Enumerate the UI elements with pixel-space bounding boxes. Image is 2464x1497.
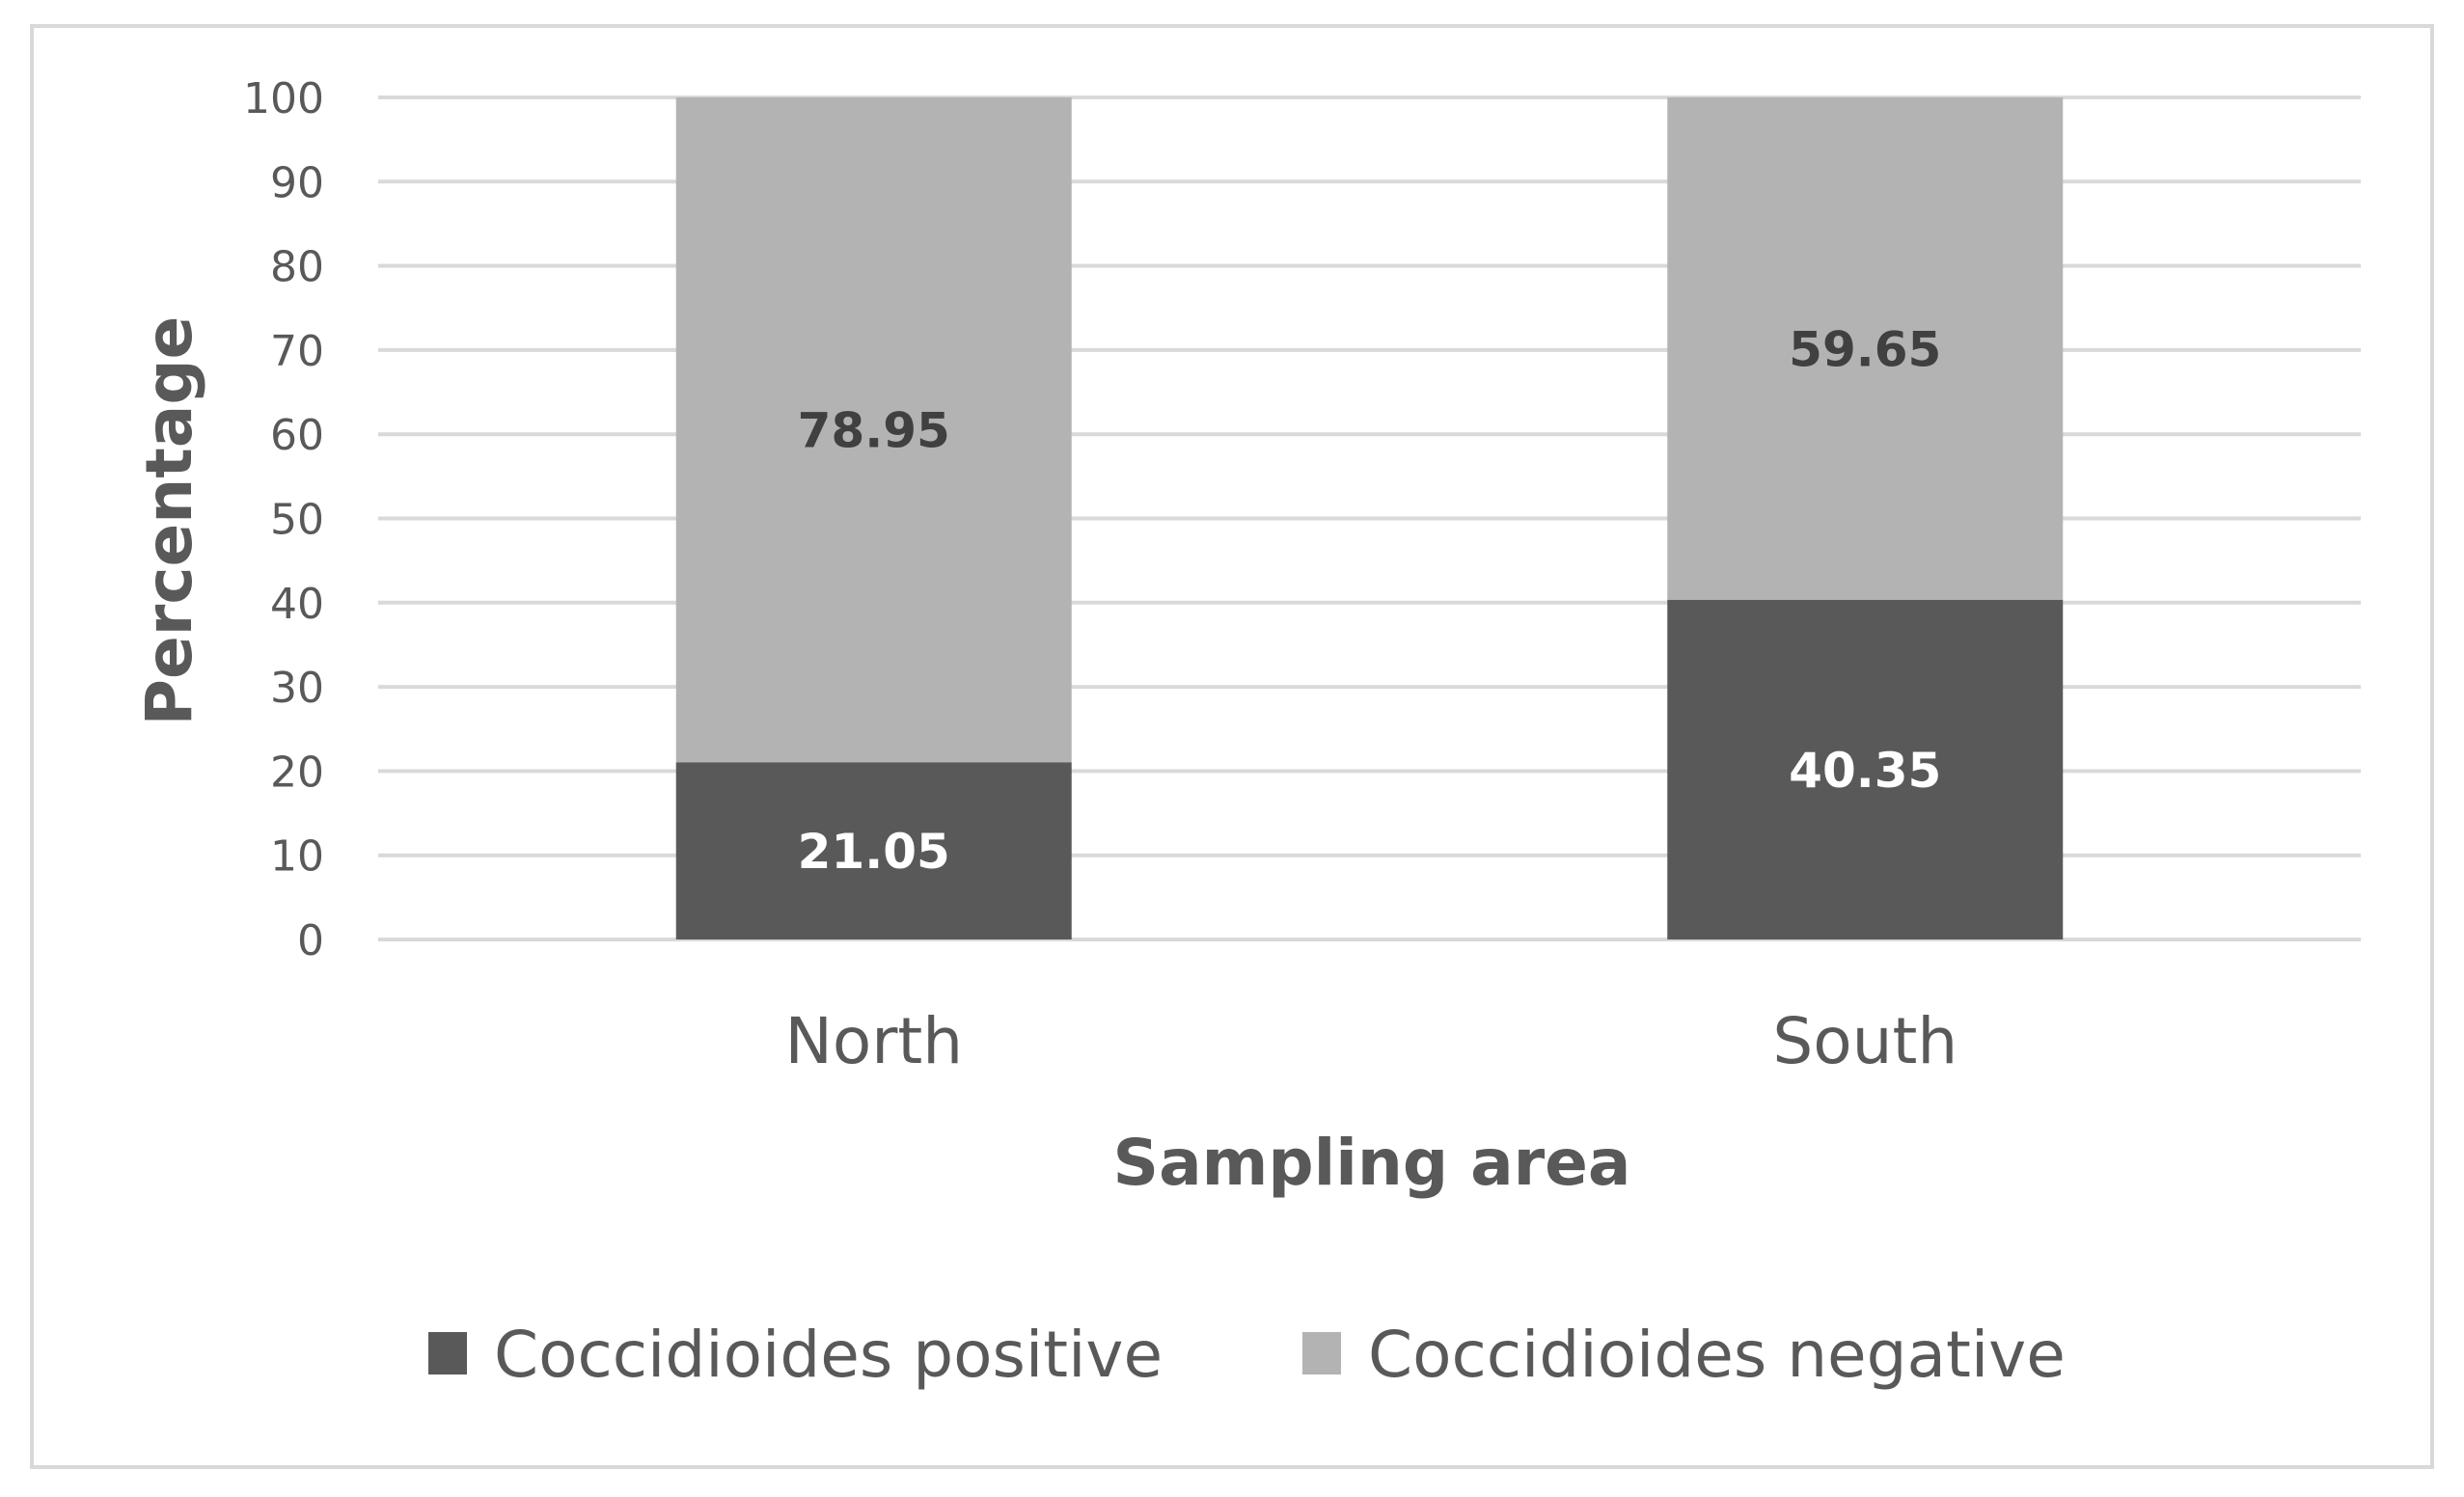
data-label: 40.35 xyxy=(1789,743,1941,799)
data-labels: 21.05 78.95 40.35 59.65 xyxy=(798,321,1942,880)
bar-segment xyxy=(675,97,1072,763)
y-tick-label: 80 xyxy=(270,243,324,292)
y-axis-ticks: 0 10 20 30 40 50 60 70 80 90 100 xyxy=(243,74,324,966)
data-label: 78.95 xyxy=(798,403,950,459)
y-axis-title: Percentage xyxy=(132,316,206,726)
bars xyxy=(675,97,2064,939)
x-category-label: North xyxy=(784,1004,963,1078)
x-category-label: South xyxy=(1772,1004,1958,1078)
y-tick-label: 90 xyxy=(270,158,324,207)
bar-segment xyxy=(1667,599,2064,939)
y-tick-label: 0 xyxy=(297,916,324,966)
y-tick-label: 60 xyxy=(270,411,324,460)
y-tick-label: 30 xyxy=(270,664,324,713)
y-tick-label: 50 xyxy=(270,496,324,545)
chart-frame xyxy=(30,24,2434,1469)
legend-label: Coccidioides positive xyxy=(494,1318,1163,1392)
legend: Coccidioides positive Coccidioides negati… xyxy=(428,1318,2066,1392)
y-tick-label: 70 xyxy=(270,327,324,376)
data-label: 59.65 xyxy=(1789,321,1941,377)
x-axis-title: Sampling area xyxy=(1113,1126,1631,1200)
bar-segment xyxy=(675,762,1072,939)
y-tick-label: 20 xyxy=(270,748,324,797)
legend-swatch xyxy=(428,1332,467,1375)
legend-swatch xyxy=(1302,1332,1341,1375)
bar-segment xyxy=(1667,97,2064,600)
y-tick-label: 40 xyxy=(270,580,324,629)
y-tick-label: 100 xyxy=(243,74,324,123)
x-axis-categories: North South xyxy=(784,1004,1958,1078)
data-label: 21.05 xyxy=(798,824,950,880)
y-tick-label: 10 xyxy=(270,832,324,882)
legend-label: Coccidioides negative xyxy=(1368,1318,2066,1392)
